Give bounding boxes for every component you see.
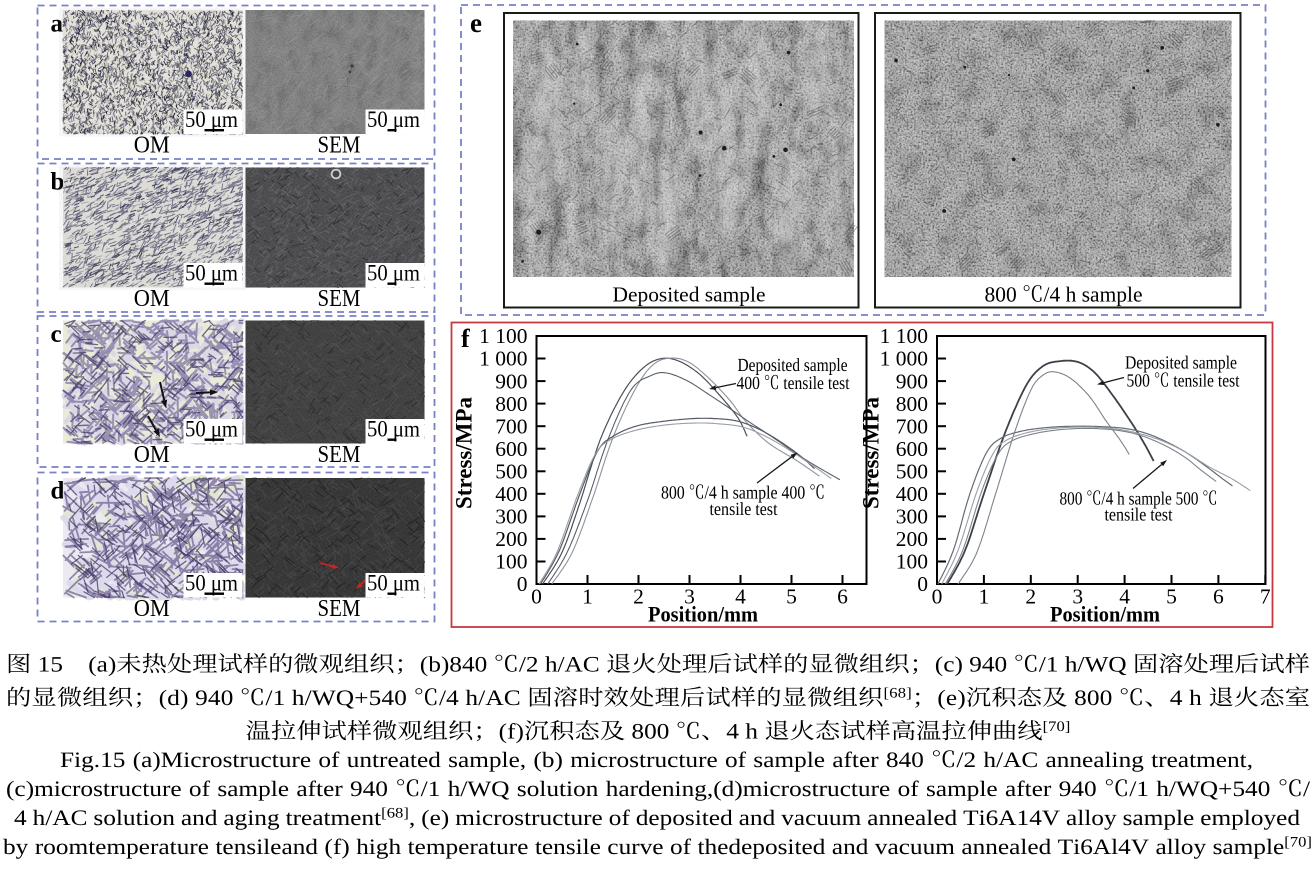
svg-text:Position/mm: Position/mm xyxy=(648,602,758,627)
svg-text:OM: OM xyxy=(134,286,170,312)
svg-text:500: 500 xyxy=(495,460,527,484)
svg-text:0: 0 xyxy=(517,572,528,596)
svg-text:1 100: 1 100 xyxy=(880,324,928,348)
svg-text:50 μm: 50 μm xyxy=(185,571,238,596)
svg-text:4: 4 xyxy=(1119,585,1130,609)
svg-text:200: 200 xyxy=(896,527,928,551)
svg-text:7: 7 xyxy=(1260,585,1271,609)
svg-text:2: 2 xyxy=(1025,585,1036,609)
svg-text:600: 600 xyxy=(495,437,527,461)
svg-text:6: 6 xyxy=(1213,585,1224,609)
svg-text:SEM: SEM xyxy=(318,596,361,622)
svg-text:700: 700 xyxy=(495,414,527,438)
svg-text:300: 300 xyxy=(495,505,527,529)
svg-text:1 100: 1 100 xyxy=(479,324,527,348)
svg-text:3: 3 xyxy=(684,585,695,609)
svg-text:50 μm: 50 μm xyxy=(367,571,420,596)
svg-text:Stress/MPa: Stress/MPa xyxy=(452,397,477,510)
svg-text:500: 500 xyxy=(896,460,928,484)
svg-text:800: 800 xyxy=(896,392,928,416)
svg-text:3: 3 xyxy=(1072,585,1083,609)
svg-text:600: 600 xyxy=(896,437,928,461)
svg-text:0: 0 xyxy=(917,572,928,596)
svg-text:1: 1 xyxy=(979,585,990,609)
svg-text:50 μm: 50 μm xyxy=(185,417,238,442)
svg-text:900: 900 xyxy=(495,369,527,393)
svg-text:a: a xyxy=(51,11,64,38)
svg-text:200: 200 xyxy=(495,527,527,551)
svg-text:Deposited sample: Deposited sample xyxy=(613,283,766,307)
svg-text:SEM: SEM xyxy=(318,133,361,159)
svg-text:f: f xyxy=(461,324,470,353)
svg-text:50 μm: 50 μm xyxy=(185,107,238,132)
svg-text:0: 0 xyxy=(932,585,943,609)
svg-text:100: 100 xyxy=(896,550,928,574)
svg-text:700: 700 xyxy=(896,414,928,438)
svg-text:OM: OM xyxy=(134,442,170,468)
svg-text:400: 400 xyxy=(896,482,928,506)
svg-text:400: 400 xyxy=(495,482,527,506)
svg-text:c: c xyxy=(51,321,62,348)
svg-text:1 000: 1 000 xyxy=(479,347,527,371)
svg-text:e: e xyxy=(470,8,482,38)
svg-text:300: 300 xyxy=(896,505,928,529)
svg-text:800: 800 xyxy=(495,392,527,416)
svg-text:6: 6 xyxy=(837,585,848,609)
svg-text:SEM: SEM xyxy=(318,286,361,312)
svg-text:b: b xyxy=(51,169,65,196)
svg-text:1 000: 1 000 xyxy=(880,347,928,371)
svg-text:5: 5 xyxy=(1166,585,1177,609)
svg-text:50 μm: 50 μm xyxy=(185,261,238,286)
svg-text:1: 1 xyxy=(582,585,593,609)
svg-text:4: 4 xyxy=(735,585,746,609)
svg-text:OM: OM xyxy=(134,133,170,159)
svg-text:2: 2 xyxy=(633,585,644,609)
svg-text:100: 100 xyxy=(495,550,527,574)
svg-text:50 μm: 50 μm xyxy=(367,417,420,442)
svg-text:d: d xyxy=(51,478,65,505)
svg-text:50 μm: 50 μm xyxy=(367,107,420,132)
svg-text:5: 5 xyxy=(786,585,797,609)
svg-text:Stress/MPa: Stress/MPa xyxy=(859,397,884,510)
svg-text:900: 900 xyxy=(896,369,928,393)
svg-text:SEM: SEM xyxy=(318,442,361,468)
svg-text:OM: OM xyxy=(134,596,170,622)
svg-text:0: 0 xyxy=(531,585,542,609)
svg-text:50 μm: 50 μm xyxy=(367,261,420,286)
svg-text:Position/mm: Position/mm xyxy=(1050,602,1160,627)
